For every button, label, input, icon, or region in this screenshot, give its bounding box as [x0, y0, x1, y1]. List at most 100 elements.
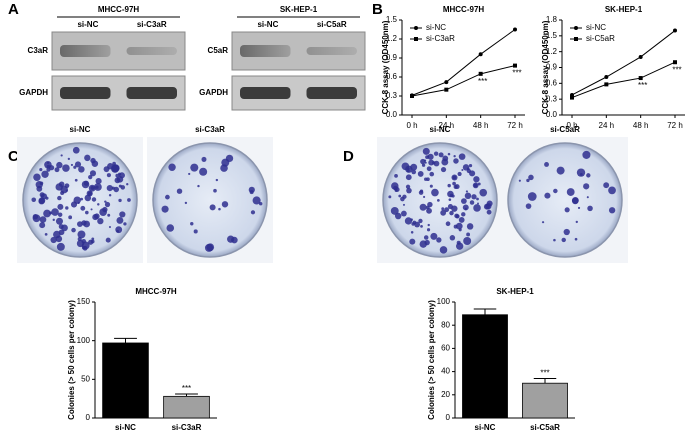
y-tick-label: 1.2 [386, 34, 398, 43]
significance: *** [638, 81, 647, 90]
y-tick-label: 40 [441, 367, 450, 376]
point [444, 80, 449, 85]
colony [57, 203, 64, 210]
colony [221, 201, 229, 208]
colony [90, 239, 95, 244]
colony [449, 193, 454, 198]
colony [106, 184, 113, 192]
colony [209, 204, 216, 211]
colony [608, 207, 616, 214]
colony [50, 236, 57, 244]
colony [563, 228, 570, 236]
series-line [411, 29, 516, 96]
y-tick-label: 1.2 [546, 47, 558, 56]
legend-marker [414, 37, 418, 41]
bar [102, 342, 149, 419]
colony [80, 197, 84, 201]
colony [91, 197, 97, 202]
plate [507, 142, 623, 258]
x-tick-label: 72 h [507, 121, 523, 130]
colony [420, 224, 423, 228]
colony [55, 217, 63, 225]
colony [401, 162, 410, 171]
colony [65, 206, 69, 210]
colony [453, 155, 456, 158]
colony [77, 221, 83, 227]
y-tick-label: 20 [441, 390, 450, 399]
colony [38, 198, 45, 205]
colony [31, 197, 37, 203]
y-tick-label: 60 [441, 344, 450, 353]
colony [53, 230, 61, 239]
plate-label: si-C5aR [550, 125, 580, 134]
colony [54, 167, 60, 173]
y-tick-label: 0.0 [386, 110, 398, 119]
point [673, 60, 677, 65]
y-tick-label: 50 [81, 374, 90, 383]
colony [453, 158, 459, 164]
point [444, 87, 449, 92]
chart-title: SK-HEP-1 [605, 5, 643, 14]
colony [204, 243, 214, 252]
point [638, 76, 643, 81]
colony [469, 170, 476, 177]
colony [463, 237, 472, 245]
colony [438, 152, 444, 158]
colony [116, 176, 124, 183]
colony [576, 168, 586, 177]
panel-label: A [8, 1, 19, 18]
colony [90, 208, 93, 211]
colony [426, 166, 432, 172]
significance: *** [672, 65, 681, 74]
colony [39, 222, 46, 229]
colony [56, 242, 65, 251]
colony [430, 232, 438, 240]
colony [448, 198, 452, 201]
y-tick-label: 0 [86, 413, 91, 422]
colony [398, 194, 402, 198]
colony [586, 196, 589, 199]
colony [116, 216, 124, 224]
colony [107, 213, 111, 217]
cell-line: SK-HEP-1 [280, 5, 318, 14]
colony [84, 154, 91, 162]
colony [587, 205, 593, 212]
colony [486, 200, 493, 207]
x-tick-label: 0 h [406, 121, 417, 130]
y-axis-label: CCK-8 assay (OD450nm) [541, 20, 550, 114]
colony [88, 174, 93, 180]
y-tick-label: 1.8 [546, 15, 558, 24]
colony [89, 170, 97, 177]
colony [113, 186, 120, 193]
colony [215, 178, 219, 182]
colony [528, 174, 534, 181]
colony [445, 221, 451, 227]
colony [90, 185, 95, 190]
legend-label: si-C3aR [426, 34, 455, 43]
x-tick-label: 72 h [667, 121, 683, 130]
colony [452, 181, 456, 186]
colony [161, 205, 169, 213]
colony [97, 203, 100, 206]
point [638, 54, 643, 59]
colony [388, 195, 392, 199]
colony [95, 185, 99, 189]
colony [433, 151, 439, 156]
colony [429, 184, 433, 188]
colony [400, 210, 407, 217]
colony [165, 194, 170, 200]
point [673, 28, 677, 33]
blot-band [306, 87, 357, 99]
colony [49, 211, 53, 215]
colony [81, 180, 90, 189]
colony [418, 190, 424, 195]
colony [168, 163, 176, 171]
colony [62, 164, 70, 172]
point [478, 71, 483, 76]
colony [127, 198, 131, 202]
colony [252, 196, 261, 205]
colony [86, 190, 93, 197]
colony [440, 209, 447, 216]
colony [527, 192, 537, 201]
colony [106, 173, 111, 178]
